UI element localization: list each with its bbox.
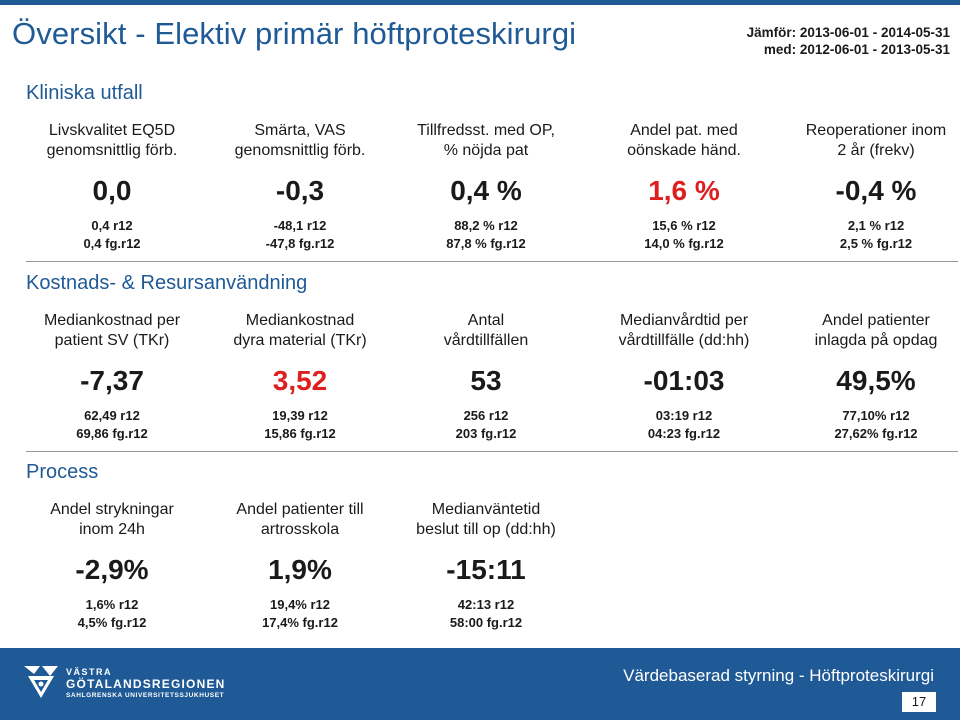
metric-previous-fg-r12: 87,8 % fg.r12 (394, 235, 578, 253)
metric-current-r12: 2,1 % r12 (784, 217, 960, 235)
logo-line-sahlgrenska: SAHLGRENSKA UNIVERSITETSSJUKHUSET (66, 691, 226, 700)
metric-value: 0,0 (20, 175, 204, 207)
metric-label: Andel patienter till artrosskola (208, 500, 392, 540)
metric-current-r12: 03:19 r12 (592, 407, 776, 425)
comparison-period: Jämför: 2013-06-01 - 2014-05-31 med: 201… (747, 24, 950, 58)
metric-card: Mediankostnad per patient SV (TKr) -7,37 6… (20, 311, 204, 443)
metric-label: Reoperationer inom 2 år (frekv) (784, 121, 960, 161)
metric-card: Antal vårdtillfällen 53 256 r12 203 fg.r12 (394, 311, 578, 443)
section-title-clinical-outcomes: Kliniska utfall (26, 82, 143, 105)
metric-label: Andel pat. med oönskade händ. (592, 121, 776, 161)
metric-label: Smärta, VAS genomsnittlig förb. (208, 121, 392, 161)
metric-current-r12: 0,4 r12 (20, 217, 204, 235)
metric-value: 0,4 % (394, 175, 578, 207)
section-process: Andel strykningar inom 24h -2,9% 1,6% r12 4… (20, 500, 940, 660)
comparison-period-current: Jämför: 2013-06-01 - 2014-05-31 (747, 24, 950, 41)
metric-previous-fg-r12: 17,4% fg.r12 (208, 614, 392, 632)
metric-previous-fg-r12: 58:00 fg.r12 (394, 614, 578, 632)
vgr-logo-icon (22, 662, 60, 702)
page-title: Översikt - Elektiv primär höftproteskiru… (12, 16, 576, 52)
metric-card: Medianvårdtid per vårdtillfälle (dd:hh) -… (592, 311, 776, 443)
metric-previous-fg-r12: 0,4 fg.r12 (20, 235, 204, 253)
metric-current-r12: 88,2 % r12 (394, 217, 578, 235)
metric-current-r12: 19,39 r12 (208, 407, 392, 425)
section-divider (26, 451, 958, 452)
metric-previous-fg-r12: 4,5% fg.r12 (20, 614, 204, 632)
metric-value: -2,9% (20, 554, 204, 586)
metric-previous-fg-r12: 15,86 fg.r12 (208, 425, 392, 443)
metric-current-r12: 19,4% r12 (208, 596, 392, 614)
metric-card: Medianväntetid beslut till op (dd:hh) -15… (394, 500, 578, 632)
metric-label: Medianvårdtid per vårdtillfälle (dd:hh) (592, 311, 776, 351)
section-title-cost-resources: Kostnads- & Resursanvändning (26, 272, 307, 295)
metric-previous-fg-r12: 14,0 % fg.r12 (592, 235, 776, 253)
metric-card: Tillfredsst. med OP, % nöjda pat 0,4 % 88,… (394, 121, 578, 253)
metric-value: 3,52 (208, 365, 392, 397)
metric-current-r12: 1,6% r12 (20, 596, 204, 614)
metric-value: -7,37 (20, 365, 204, 397)
metric-current-r12: 256 r12 (394, 407, 578, 425)
section-title-process: Process (26, 461, 98, 484)
metric-card: Smärta, VAS genomsnittlig förb. -0,3 -48,1… (208, 121, 392, 253)
metric-label: Tillfredsst. med OP, % nöjda pat (394, 121, 578, 161)
metric-card: Mediankostnad dyra material (TKr) 3,52 19,… (208, 311, 392, 443)
section-divider (26, 261, 958, 262)
section-clinical-outcomes: Livskvalitet EQ5D genomsnittlig förb. 0,0… (20, 121, 940, 281)
metric-value: 49,5% (784, 365, 960, 397)
metric-value: -0,4 % (784, 175, 960, 207)
metric-value: -15:11 (394, 554, 578, 586)
footer-title: Värdebaserad styrning - Höftproteskirurg… (623, 666, 934, 686)
metric-label: Mediankostnad per patient SV (TKr) (20, 311, 204, 351)
metric-previous-fg-r12: 27,62% fg.r12 (784, 425, 960, 443)
metric-label: Medianväntetid beslut till op (dd:hh) (394, 500, 578, 540)
metric-previous-fg-r12: 04:23 fg.r12 (592, 425, 776, 443)
vgr-logo: VÄSTRA GÖTALANDSREGIONEN SAHLGRENSKA UNI… (22, 662, 242, 706)
comparison-period-previous: med: 2012-06-01 - 2013-05-31 (747, 41, 950, 58)
metric-previous-fg-r12: 2,5 % fg.r12 (784, 235, 960, 253)
metric-value: 1,6 % (592, 175, 776, 207)
metric-previous-fg-r12: -47,8 fg.r12 (208, 235, 392, 253)
metric-label: Andel patienter inlagda på opdag (784, 311, 960, 351)
metric-label: Mediankostnad dyra material (TKr) (208, 311, 392, 351)
metric-card: Andel patienter till artrosskola 1,9% 19,4… (208, 500, 392, 632)
metric-label: Livskvalitet EQ5D genomsnittlig förb. (20, 121, 204, 161)
metric-current-r12: 15,6 % r12 (592, 217, 776, 235)
top-rule (0, 0, 960, 5)
metric-current-r12: 42:13 r12 (394, 596, 578, 614)
metric-card: Andel patienter inlagda på opdag 49,5% 77,… (784, 311, 960, 443)
metric-previous-fg-r12: 69,86 fg.r12 (20, 425, 204, 443)
metric-label: Antal vårdtillfällen (394, 311, 578, 351)
metric-value: -0,3 (208, 175, 392, 207)
footer-bar: VÄSTRA GÖTALANDSREGIONEN SAHLGRENSKA UNI… (0, 648, 960, 720)
metric-card: Livskvalitet EQ5D genomsnittlig förb. 0,0… (20, 121, 204, 253)
metric-card: Reoperationer inom 2 år (frekv) -0,4 % 2,1… (784, 121, 960, 253)
metric-current-r12: 62,49 r12 (20, 407, 204, 425)
metric-value: 1,9% (208, 554, 392, 586)
section-cost-resources: Mediankostnad per patient SV (TKr) -7,37 6… (20, 311, 940, 471)
metric-previous-fg-r12: 203 fg.r12 (394, 425, 578, 443)
metric-card: Andel pat. med oönskade händ. 1,6 % 15,6 %… (592, 121, 776, 253)
metric-card: Andel strykningar inom 24h -2,9% 1,6% r12 4… (20, 500, 204, 632)
metric-current-r12: -48,1 r12 (208, 217, 392, 235)
page-number: 17 (902, 692, 936, 712)
metric-value: 53 (394, 365, 578, 397)
metric-value: -01:03 (592, 365, 776, 397)
metric-label: Andel strykningar inom 24h (20, 500, 204, 540)
logo-line-gotalandsregionen: GÖTALANDSREGIONEN (66, 677, 226, 691)
metric-current-r12: 77,10% r12 (784, 407, 960, 425)
vgr-logo-wordmark: VÄSTRA GÖTALANDSREGIONEN SAHLGRENSKA UNI… (66, 667, 226, 700)
logo-line-vastra: VÄSTRA (66, 667, 226, 677)
